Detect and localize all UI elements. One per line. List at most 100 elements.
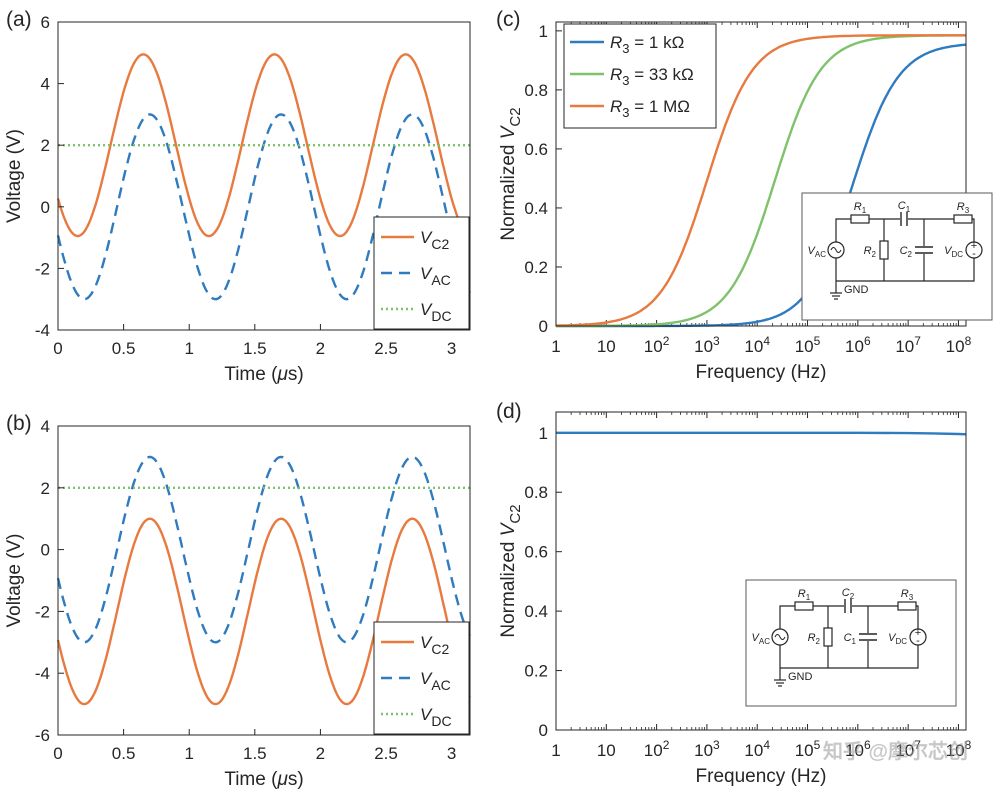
y-axis-label: Normalized VC2 xyxy=(498,107,524,240)
y-tick-label: 1 xyxy=(539,22,548,41)
panel-label: (c) xyxy=(496,8,521,31)
legend-label: VDC xyxy=(420,300,452,324)
series-c2-line xyxy=(56,517,472,706)
x-tick-label: 106 xyxy=(845,334,871,356)
y-tick-label: 0.4 xyxy=(524,199,548,218)
curve-r3--1-m- xyxy=(556,34,966,327)
x-tick-label: 0.5 xyxy=(112,744,136,763)
x-tick-label: 102 xyxy=(644,334,670,356)
y-tick-label: 0.6 xyxy=(524,140,548,159)
legend-label: VDC xyxy=(420,705,452,729)
label-r2: R2 xyxy=(864,245,877,259)
y-tick-label: 6 xyxy=(41,13,50,32)
label-vdc: VDC xyxy=(888,632,907,646)
label-vdc: VDC xyxy=(944,245,963,259)
label-r1: R1 xyxy=(798,588,811,602)
x-tick-label: 108 xyxy=(946,738,972,760)
curve-normalized-vc2 xyxy=(556,431,967,436)
panel-label: (d) xyxy=(496,400,522,423)
y-tick-label: 2 xyxy=(41,136,50,155)
y-tick-label: 0.4 xyxy=(524,602,548,621)
ac-wave-icon xyxy=(774,634,786,640)
label-shunt-capacitor: C2 xyxy=(900,245,913,259)
x-axis-label: Frequency (Hz) xyxy=(696,766,827,787)
x-tick-label: 2 xyxy=(316,744,325,763)
y-tick-label: 0.8 xyxy=(524,81,548,100)
x-tick-label: 0.5 xyxy=(112,339,136,358)
x-tick-label: 1 xyxy=(551,337,560,356)
x-tick-label: 105 xyxy=(795,738,821,760)
x-tick-label: 2.5 xyxy=(374,744,398,763)
legend-label: VC2 xyxy=(420,228,449,252)
y-tick-label: 4 xyxy=(41,417,50,436)
y-tick-label: -2 xyxy=(35,259,50,278)
dc-plus-icon: + xyxy=(971,240,977,252)
x-tick-label: 105 xyxy=(795,334,821,356)
y-tick-label: -2 xyxy=(35,602,50,621)
capacitor-gap xyxy=(900,213,908,225)
x-tick-label: 1 xyxy=(184,339,193,358)
x-tick-label: 107 xyxy=(895,738,921,760)
panel-label: (b) xyxy=(6,412,32,435)
x-tick-label: 104 xyxy=(744,334,770,356)
legend-label: R3 = 1 kΩ xyxy=(610,33,684,56)
ac-wave-icon xyxy=(830,247,842,253)
y-tick-label: 0 xyxy=(539,721,548,740)
label-vac: VAC xyxy=(808,245,827,259)
series-ac-line xyxy=(56,113,472,301)
capacitor-gap xyxy=(916,246,932,254)
x-tick-label: 108 xyxy=(946,334,972,356)
panel-d: 1 10 102 103 104 105 106 107 108 0 0.2 0.4 0.6 0.8 1 Fr… xyxy=(496,400,972,787)
y-tick-label: 0.8 xyxy=(524,483,548,502)
y-tick-label: 4 xyxy=(41,75,50,94)
x-tick-label: 2 xyxy=(316,339,325,358)
label-r3: R3 xyxy=(901,588,914,602)
x-tick-label: 107 xyxy=(895,334,921,356)
x-tick-label: 10 xyxy=(597,741,616,760)
y-tick-label: -4 xyxy=(35,664,50,683)
plot-frame xyxy=(57,21,471,331)
label-r2: R2 xyxy=(808,632,821,646)
y-tick-label: 1 xyxy=(539,424,548,443)
dc-plus-icon: + xyxy=(915,627,921,639)
x-axis-label: Time (μs) xyxy=(224,769,303,790)
x-tick-label: 1.5 xyxy=(243,339,267,358)
x-tick-label: 106 xyxy=(845,738,871,760)
resistor-r2-symbol xyxy=(823,627,833,647)
x-tick-label: 103 xyxy=(694,738,720,760)
resistor-r3-symbol xyxy=(953,214,973,224)
y-axis-label: Normalized VC2 xyxy=(498,504,524,637)
label-series-capacitor: C2 xyxy=(842,587,855,601)
legend-label: VAC xyxy=(420,669,451,693)
label-gnd: GND xyxy=(788,671,813,683)
x-tick-label: 1.5 xyxy=(243,744,267,763)
panel-c: 1 10 102 103 104 105 106 107 108 0 0.2 0.4 0.6 0.8 1 Fr… xyxy=(496,8,993,383)
watermark: 知乎 @摩尔芯创 xyxy=(823,739,968,763)
x-tick-label: 104 xyxy=(744,738,770,760)
label-shunt-capacitor: C1 xyxy=(844,632,857,646)
x-tick-label: 0 xyxy=(53,744,62,763)
y-tick-label: -6 xyxy=(35,726,50,745)
panel-a: -4 -2 0 2 4 6 0 0.5 1 1.5 2 2.5 3 Time (μs) Voltage (V… xyxy=(4,8,472,385)
legend-label: R3 = 33 kΩ xyxy=(610,65,694,88)
series-c2-line xyxy=(56,53,471,238)
label-vac: VAC xyxy=(752,632,771,646)
x-tick-label: 3 xyxy=(447,744,456,763)
y-axis-label: Voltage (V) xyxy=(4,534,25,628)
x-axis-label: Time (μs) xyxy=(224,364,303,385)
panel-b: -6 -4 -2 0 2 4 0 0.5 1 1.5 2 2.5 3 Time (μs) Voltage (… xyxy=(4,412,472,790)
resistor-r3-symbol xyxy=(897,601,917,611)
y-axis-label: Voltage (V) xyxy=(4,129,25,223)
y-tick-label: 0.2 xyxy=(524,662,548,681)
x-tick-label: 10 xyxy=(597,337,616,356)
x-tick-label: 1 xyxy=(184,744,193,763)
plot-frame xyxy=(57,425,471,736)
x-axis-label: Frequency (Hz) xyxy=(696,362,827,383)
x-tick-label: 103 xyxy=(694,334,720,356)
dc-source-symbol xyxy=(909,628,927,646)
series-ac-line xyxy=(56,455,472,644)
legend-label: VAC xyxy=(420,264,451,288)
legend-label: R3 = 1 MΩ xyxy=(610,97,690,120)
label-gnd: GND xyxy=(844,284,869,296)
